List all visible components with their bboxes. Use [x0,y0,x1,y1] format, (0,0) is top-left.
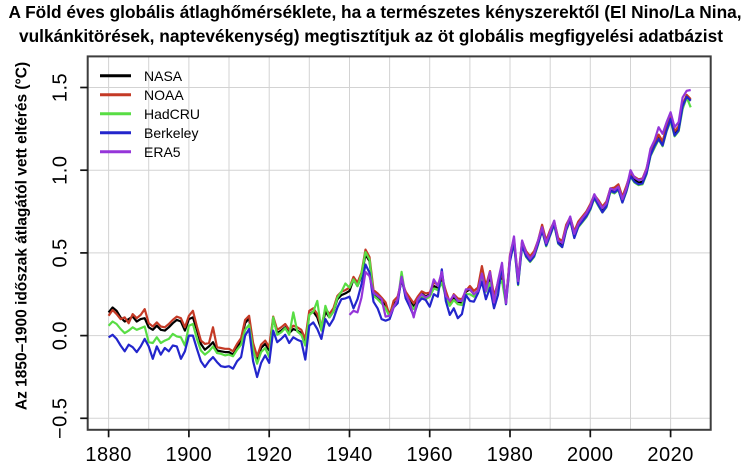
svg-text:Az 1850–1900 időszak átlagától: Az 1850–1900 időszak átlagától vett elté… [14,62,31,410]
svg-text:1980: 1980 [487,444,534,466]
svg-text:1920: 1920 [246,444,293,466]
svg-text:ERA5: ERA5 [144,144,181,160]
svg-text:NOAA: NOAA [144,87,184,103]
svg-text:A Föld éves globális átlaghőmé: A Föld éves globális átlaghőmérséklete, … [8,2,741,22]
svg-text:vulkánkitörések, naptevékenysé: vulkánkitörések, naptevékenység) megtisz… [19,26,723,46]
svg-text:0.5: 0.5 [50,238,72,267]
svg-text:1940: 1940 [326,444,373,466]
svg-text:0.0: 0.0 [50,321,72,350]
svg-text:2000: 2000 [567,444,614,466]
svg-text:2020: 2020 [647,444,694,466]
svg-text:NASA: NASA [144,68,183,84]
svg-text:1.5: 1.5 [50,73,72,102]
svg-text:Berkeley: Berkeley [144,125,198,141]
svg-text:1880: 1880 [85,444,132,466]
svg-text:−0.5: −0.5 [50,398,72,439]
svg-text:HadCRU: HadCRU [144,106,200,122]
svg-text:1960: 1960 [406,444,453,466]
svg-text:1900: 1900 [166,444,213,466]
svg-text:1.0: 1.0 [50,156,72,185]
